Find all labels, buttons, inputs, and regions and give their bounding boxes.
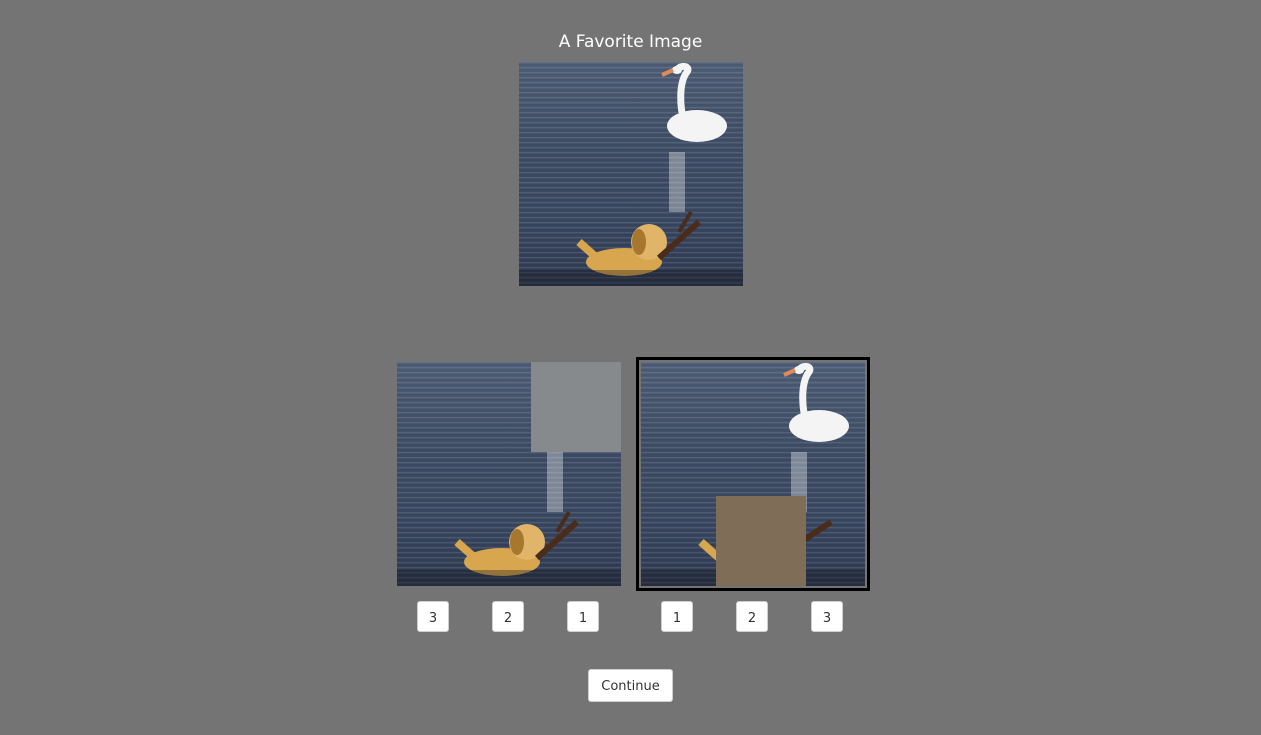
rank-button-left-1[interactable]: 3 xyxy=(417,601,449,632)
choice-left-scene-art xyxy=(397,452,621,586)
continue-button[interactable]: Continue xyxy=(588,669,673,702)
rank-button-right-3[interactable]: 3 xyxy=(811,601,843,632)
occluder-brown xyxy=(716,496,806,586)
rank-button-left-2[interactable]: 2 xyxy=(492,601,524,632)
choice-right-scene-art xyxy=(641,362,865,586)
target-image xyxy=(519,62,743,286)
choice-image-right[interactable] xyxy=(641,362,865,586)
occluder-gray xyxy=(531,362,621,452)
target-scene-art xyxy=(519,62,743,286)
page-title: A Favorite Image xyxy=(558,32,703,52)
choice-image-left[interactable] xyxy=(397,362,621,586)
rank-button-right-1[interactable]: 1 xyxy=(661,601,693,632)
rank-button-right-2[interactable]: 2 xyxy=(736,601,768,632)
rank-button-left-3[interactable]: 1 xyxy=(567,601,599,632)
